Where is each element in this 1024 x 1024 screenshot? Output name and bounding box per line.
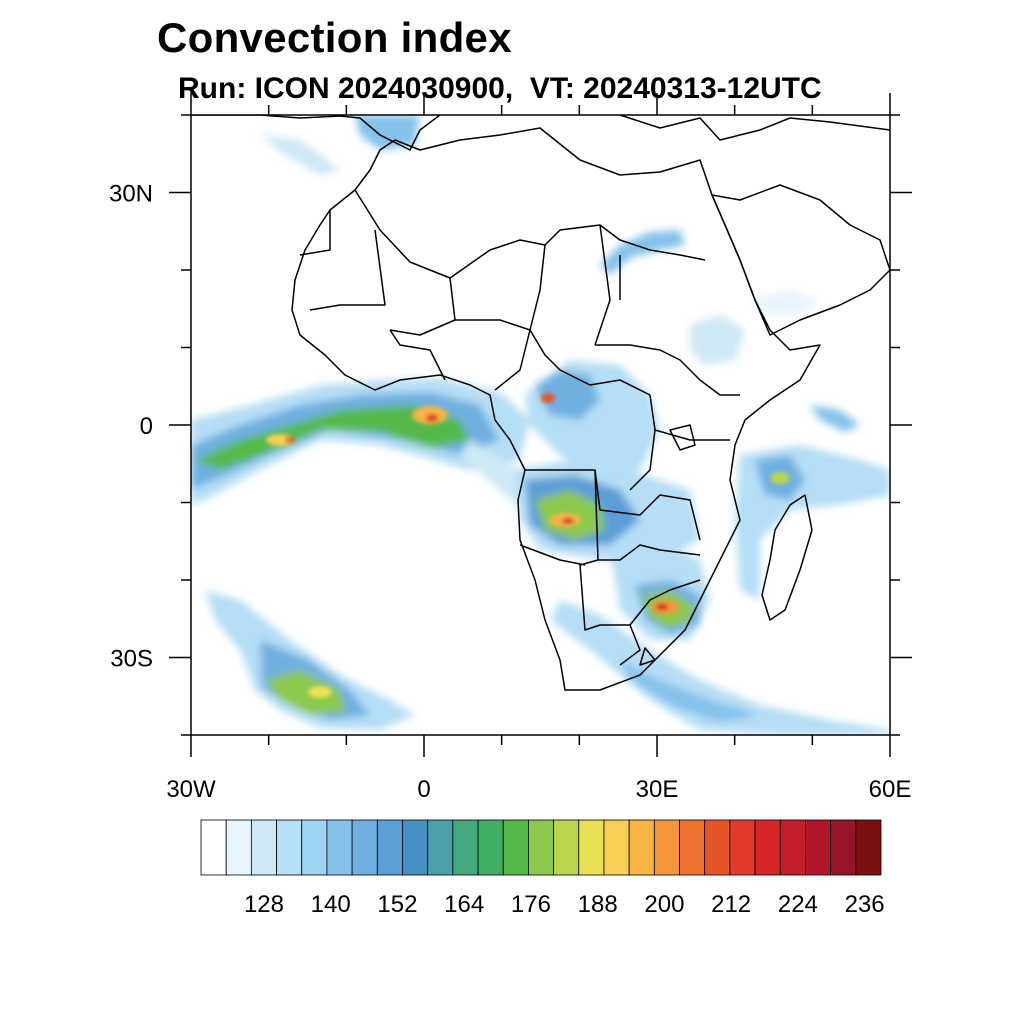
colorbar-swatch	[805, 819, 832, 876]
hot-satl	[308, 686, 332, 698]
colorbar-swatch	[704, 819, 731, 876]
colorbar-labels: 128 140 152 164 176 188 200 212 224 236	[244, 891, 885, 918]
lake-victoria	[669, 424, 696, 451]
colorbar-label: 176	[511, 891, 551, 918]
colorbar-label: 152	[377, 891, 417, 918]
colorbar-swatch	[653, 819, 680, 876]
x-tick-label: 60E	[869, 776, 912, 803]
plot-title: Convection index	[157, 14, 512, 61]
arabia-coast	[711, 184, 890, 336]
colorbar-swatch	[250, 819, 277, 876]
colorbar-swatch	[351, 819, 378, 876]
shade-nile-arc	[600, 230, 685, 275]
colorbar-swatch	[830, 819, 857, 876]
colorbar-swatch	[376, 819, 403, 876]
colorbar-swatch	[301, 819, 328, 876]
colorbar	[200, 819, 882, 876]
colorbar-swatch	[225, 819, 252, 876]
colorbar-label: 200	[644, 891, 684, 918]
colorbar-swatch	[402, 819, 429, 876]
shade-itcz-green	[195, 405, 470, 470]
madagascar-coast	[761, 494, 813, 621]
africa-coast	[291, 127, 821, 691]
shade-arabia-wisp	[750, 290, 820, 315]
colorbar-swatch	[427, 819, 454, 876]
hot-atl-1	[266, 434, 294, 446]
colorbar-label: 140	[311, 891, 351, 918]
colorbar-swatch	[578, 819, 605, 876]
coastlines	[191, 115, 890, 691]
colorbar-swatch	[553, 819, 580, 876]
colorbar-label: 224	[778, 891, 818, 918]
colorbar-swatch	[754, 819, 781, 876]
hot-congo	[541, 393, 555, 403]
y-tick-label: 30S	[110, 646, 153, 673]
colorbar-swatch	[276, 819, 303, 876]
colorbar-label: 212	[711, 891, 751, 918]
plot-subtitle: Run: ICON 2024030900, VT: 20240313-12UTC	[178, 72, 822, 105]
x-tick-label: 0	[417, 776, 430, 803]
colorbar-swatch	[855, 819, 882, 876]
x-tick-label: 30E	[636, 776, 679, 803]
hot-guinea-2	[426, 414, 438, 422]
shade-satl-green	[265, 670, 345, 715]
colorbar-swatch	[779, 819, 806, 876]
colorbar-swatch	[528, 819, 554, 876]
hot-atl-2	[285, 437, 295, 443]
convection-field	[191, 115, 890, 735]
colorbar-swatch	[729, 819, 756, 876]
colorbar-label: 164	[444, 891, 484, 918]
europe-coast	[191, 115, 890, 151]
shade-med-light	[355, 115, 420, 150]
axis-ticks	[169, 93, 912, 757]
y-tick-label: 0	[140, 413, 153, 440]
colorbar-label: 188	[578, 891, 618, 918]
colorbar-swatch	[452, 819, 479, 876]
colorbar-swatch	[628, 819, 655, 876]
colorbar-label: 236	[845, 891, 885, 918]
shade-nw-wisp	[260, 135, 340, 175]
shade-ne-ocean	[810, 405, 860, 432]
x-tick-label: 30W	[166, 776, 216, 803]
hot-moz-2	[656, 604, 668, 610]
borders-south	[519, 469, 701, 666]
shade-ethiopia	[690, 315, 745, 365]
borders-central	[389, 319, 740, 491]
hot-angola-2	[562, 518, 574, 524]
colorbar-label: 128	[244, 891, 284, 918]
colorbar-swatch	[326, 819, 353, 876]
axis-tick-labels: 30W 0 30E 60E 30N 0 30S	[109, 181, 911, 804]
colorbar-swatch	[200, 819, 227, 876]
y-tick-label: 30N	[109, 181, 153, 208]
hot-madagascar	[770, 472, 790, 484]
shade-congo-light	[525, 360, 660, 480]
borders-north	[299, 189, 706, 346]
shade-se-band-mid	[620, 660, 760, 722]
colorbar-swatch	[502, 819, 529, 876]
colorbar-swatch	[603, 819, 630, 876]
colorbar-swatch	[679, 819, 706, 876]
colorbar-swatch	[477, 819, 504, 876]
